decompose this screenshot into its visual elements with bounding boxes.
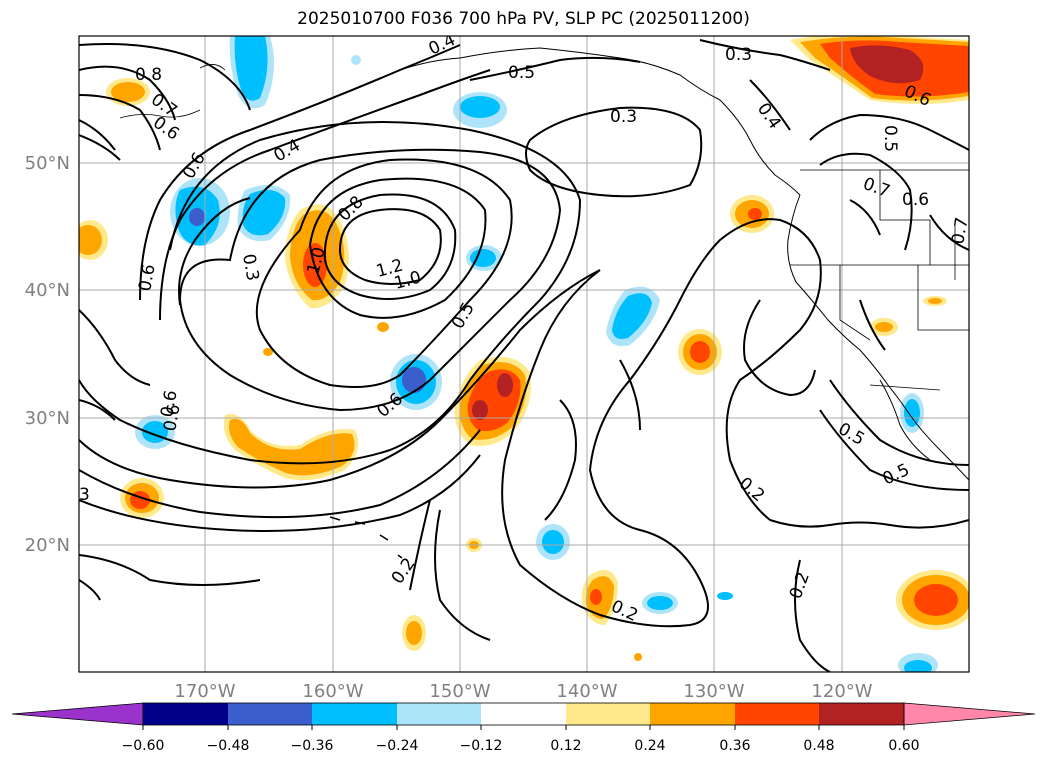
anomaly-positive	[111, 82, 145, 102]
colorbar-tick-label: −0.12	[460, 738, 503, 754]
colorbar-tick-label: 0.36	[719, 738, 750, 754]
anomaly-positive	[79, 225, 102, 255]
anomaly-negative	[470, 249, 496, 267]
map-title: 2025010700 F036 700 hPa PV, SLP PC (2025…	[297, 9, 750, 29]
anomaly-positive	[377, 322, 389, 332]
colorbar: −0.60 −0.48 −0.36 −0.24 −0.12 0.12 0.24 …	[11, 702, 1036, 754]
colorbar-tick-label: −0.48	[207, 738, 250, 754]
anomaly-positive	[748, 208, 762, 220]
contour-label: 0.6	[157, 389, 181, 419]
colorbar-segment	[819, 703, 904, 725]
anomaly-negative	[717, 592, 733, 600]
plot-area	[79, 36, 969, 672]
lon-label: 150°W	[429, 681, 490, 702]
contour-label: 0.8	[135, 65, 162, 85]
colorbar-segment	[735, 703, 819, 725]
colorbar-segment	[650, 703, 735, 725]
contour-label: 0.6	[135, 263, 159, 293]
contour-label: 0.5	[508, 63, 535, 83]
colorbar-segment	[481, 703, 566, 725]
colorbar-segment	[228, 703, 312, 725]
contour-label: 0.3	[725, 45, 752, 65]
lat-label: 20°N	[25, 535, 70, 556]
anomaly-positive	[590, 589, 602, 605]
contour-label: 0.3	[238, 252, 262, 282]
lat-label: 50°N	[25, 153, 70, 174]
lon-label: 140°W	[556, 681, 617, 702]
contour-label: 0.5	[880, 125, 900, 152]
contour-label: 0.6	[902, 190, 929, 210]
colorbar-tick-label: −0.60	[122, 738, 165, 754]
anomaly-negative	[612, 293, 652, 339]
pv-contours	[79, 39, 969, 672]
colorbar-extend-low	[11, 702, 144, 726]
shaded-anomalies	[79, 36, 969, 672]
colorbar-segment	[143, 703, 228, 725]
contour-label: 0.6	[160, 403, 184, 433]
colorbar-tick-label: −0.24	[376, 738, 419, 754]
anomaly-positive	[634, 653, 642, 661]
anomaly-positive	[690, 341, 710, 363]
anomaly-negative	[242, 189, 286, 236]
lat-label: 30°N	[25, 408, 70, 429]
anomaly-negative	[542, 530, 564, 554]
contour-label: 0.7	[948, 216, 972, 246]
colorbar-tick-label: 0.12	[550, 738, 581, 754]
anomaly-negative	[189, 208, 205, 226]
colorbar-segment	[312, 703, 397, 725]
latitude-axis: 50°N 40°N 30°N 20°N	[25, 153, 70, 556]
coastlines	[119, 47, 969, 559]
plot-border	[78, 35, 970, 673]
colorbar-tick-label: −0.36	[291, 738, 334, 754]
colorbar-extend-high	[903, 702, 1036, 726]
anomaly-positive	[263, 348, 273, 356]
anomaly-positive	[406, 621, 422, 645]
anomaly-positive	[914, 584, 958, 616]
lon-label: 130°W	[683, 681, 744, 702]
anomaly-positive	[850, 45, 924, 84]
contour-label: 0.3	[610, 107, 637, 127]
anomaly-positive	[497, 373, 513, 397]
anomaly-negative	[904, 399, 920, 427]
colorbar-segment	[566, 703, 650, 725]
colorbar-tick-label: 0.48	[803, 738, 834, 754]
map-content: 0.8 0.7 0.6 0.4 0.5 0.3 0.6 0.4 0.3 0.6 …	[79, 36, 972, 672]
lon-label: 120°W	[811, 681, 872, 702]
longitude-axis: 170°W 160°W 150°W 140°W 130°W 120°W	[174, 681, 872, 702]
anomaly-negative	[460, 96, 500, 118]
lat-label: 40°N	[25, 280, 70, 301]
anomaly-negative	[234, 36, 268, 101]
anomaly-positive	[229, 418, 355, 476]
lon-label: 170°W	[174, 681, 235, 702]
colorbar-tick-label: 0.24	[634, 738, 665, 754]
colorbar-tick-label: 0.60	[888, 738, 919, 754]
anomaly-positive	[928, 298, 942, 304]
anomaly-negative	[351, 55, 361, 65]
anomaly-positive	[472, 400, 488, 420]
anomaly-negative	[402, 367, 426, 393]
anomaly-positive	[875, 322, 893, 332]
contour-label: 3	[79, 485, 90, 505]
anomaly-negative	[904, 660, 932, 672]
colorbar-segment	[397, 703, 481, 725]
lon-label: 160°W	[302, 681, 363, 702]
anomaly-negative	[647, 596, 673, 610]
